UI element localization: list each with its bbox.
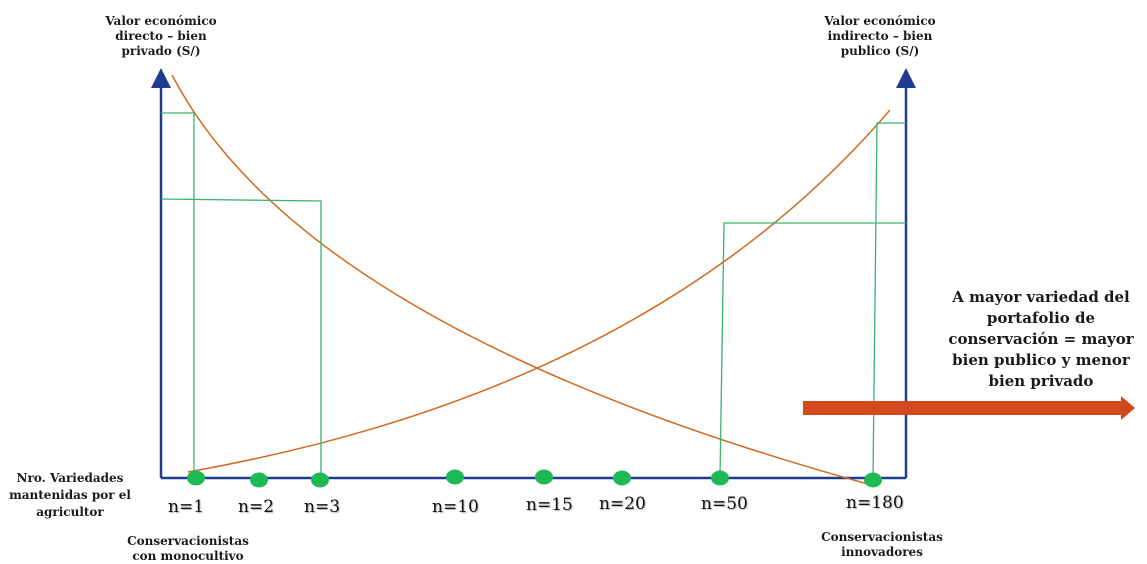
dot-n1 (187, 470, 205, 486)
dot-n20 (613, 470, 631, 486)
point-label-n20: n=20 (599, 494, 646, 514)
right-group-label: Conservacionistas innovadores (821, 530, 943, 559)
public-value-curve (187, 109, 891, 473)
point-label-n180: n=180 (846, 493, 904, 513)
dot-n15 (535, 469, 553, 485)
private-value-curve (171, 74, 876, 487)
dot-n3 (311, 472, 329, 488)
point-label-n2: n=2 (238, 497, 275, 517)
trend-note: A mayor variedad del portafolio de conse… (948, 288, 1134, 390)
point-label-n10: n=10 (432, 497, 479, 517)
trend-arrow (803, 396, 1135, 420)
x-axis-label: Nro. Variedades mantenidas por el agricu… (9, 471, 131, 519)
guide-n50 (719, 222, 906, 479)
dot-n10 (446, 469, 464, 485)
point-label-n15: n=15 (526, 495, 573, 515)
point-label-n3: n=3 (304, 497, 341, 517)
guide-n180 (872, 122, 906, 479)
dot-n180 (864, 472, 882, 488)
left-axis-label: Valor económico directo – bien privado (… (105, 14, 217, 58)
dot-n2 (250, 472, 268, 488)
guide-n3 (160, 198, 322, 478)
left-group-label: Conservacionistas con monocultivo (127, 534, 249, 563)
point-label-n50: n=50 (701, 494, 748, 514)
right-axis-label: Valor económico indirecto – bien publico… (824, 14, 936, 58)
guide-n1 (161, 112, 195, 478)
dot-n50 (711, 470, 729, 486)
point-label-n1: n=1 (168, 497, 205, 517)
